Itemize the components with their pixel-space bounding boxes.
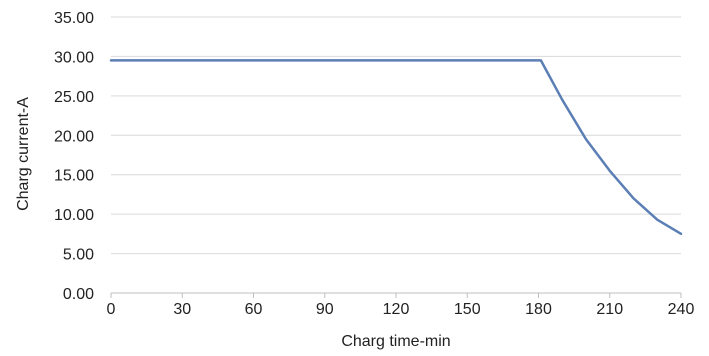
y-tick-label: 15.00 <box>54 168 94 185</box>
x-tick-label: 240 <box>668 301 695 318</box>
y-tick-label: 0.00 <box>63 286 94 303</box>
y-tick-label: 5.00 <box>63 247 94 264</box>
y-tick-label: 25.00 <box>54 89 94 106</box>
x-axis-title: Charg time-min <box>341 333 450 350</box>
y-tick-label: 10.00 <box>54 207 94 224</box>
series-layer <box>109 59 683 236</box>
series-line-0 <box>109 59 683 236</box>
gridlines <box>111 16 681 255</box>
y-axis-title: Charg current-A <box>15 97 32 211</box>
x-tick-label: 210 <box>596 301 623 318</box>
x-tick-label: 120 <box>383 301 410 318</box>
x-tick-label: 150 <box>454 301 481 318</box>
axes <box>110 292 682 298</box>
y-tick-label: 35.00 <box>54 10 94 27</box>
y-tick-labels: 0.00 5.00 10.00 15.00 20.00 25.00 30.00 35.00 <box>54 10 94 303</box>
x-tick-label: 180 <box>525 301 552 318</box>
x-tick-labels: 0 30 60 90 120 150 180 210 240 <box>107 301 695 318</box>
y-tick-label: 20.00 <box>54 128 94 145</box>
x-tick-label: 0 <box>107 301 116 318</box>
x-tick-label: 90 <box>316 301 334 318</box>
y-tick-label: 30.00 <box>54 49 94 66</box>
x-tick-label: 60 <box>245 301 263 318</box>
x-tick-label: 30 <box>173 301 191 318</box>
